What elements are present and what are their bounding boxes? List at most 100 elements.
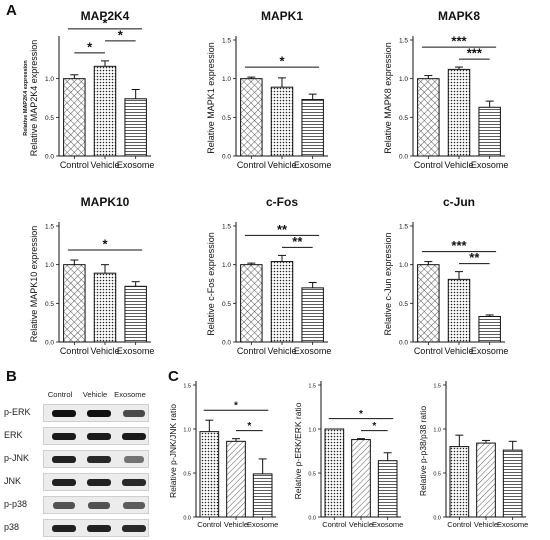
significance-label: ** xyxy=(292,234,303,249)
significance-label: * xyxy=(234,401,238,412)
y-tick-label: 1.5 xyxy=(308,384,316,390)
x-tick-label: Control xyxy=(414,160,443,170)
y-tick-label: 0.5 xyxy=(399,115,408,122)
significance-label: ** xyxy=(469,250,480,265)
x-tick-label: Vehicle xyxy=(444,160,473,170)
y-tick-label: 1.0 xyxy=(222,76,231,83)
significance-label: *** xyxy=(467,46,483,61)
chart-title: c-Fos xyxy=(266,195,298,209)
y-tick-label: 1.0 xyxy=(45,262,54,269)
panel-letter-a: A xyxy=(6,2,17,19)
y-tick-label: 0.0 xyxy=(183,516,191,522)
significance-label: * xyxy=(247,421,251,432)
y-tick-label: 1.0 xyxy=(45,76,54,83)
bar xyxy=(240,264,263,343)
bar xyxy=(478,315,501,343)
x-tick-label: Vehicle xyxy=(90,160,119,170)
y-tick-label: 1.5 xyxy=(399,224,408,231)
y-tick-label: 1.5 xyxy=(45,224,54,231)
y-axis-label: Relative c-Fos expression xyxy=(206,232,216,336)
x-tick-label: Exosome xyxy=(471,346,509,356)
y-tick-label: 0.5 xyxy=(399,301,408,308)
panel-letter-b: B xyxy=(6,368,17,385)
y-tick-label: 0.5 xyxy=(222,301,231,308)
x-tick-label: Control xyxy=(447,520,472,529)
chart-title: c-Jun xyxy=(443,195,475,209)
x-tick-label: Control xyxy=(322,520,347,529)
bar xyxy=(447,278,471,343)
x-tick-label: Vehicle xyxy=(90,346,119,356)
y-tick-label: 0.5 xyxy=(222,115,231,122)
significance-label: * xyxy=(359,409,363,420)
bar xyxy=(270,261,294,343)
bar xyxy=(449,446,470,518)
y-tick-label: 0.0 xyxy=(45,340,54,347)
y-tick-label: 1.5 xyxy=(222,38,231,45)
x-tick-label: Exosome xyxy=(471,160,509,170)
bar xyxy=(252,473,273,518)
y-tick-label: 0.5 xyxy=(308,472,316,478)
bar xyxy=(417,78,440,157)
bar xyxy=(476,442,496,518)
y-axis-label: Relative MAPK8 expression xyxy=(383,42,393,154)
significance-label: * xyxy=(372,421,376,432)
bar xyxy=(502,449,523,518)
bar xyxy=(478,106,501,157)
y-axis-label: Relative p-JNK/JNK ratio xyxy=(168,404,178,498)
bar xyxy=(377,460,398,518)
y-tick-label: 0.0 xyxy=(222,154,231,161)
y-tick-label: 0.0 xyxy=(399,340,408,347)
x-tick-label: Control xyxy=(237,346,266,356)
bar xyxy=(63,78,86,157)
significance-label: * xyxy=(118,27,124,42)
y-tick-label: 0.5 xyxy=(183,472,191,478)
bar xyxy=(124,98,147,157)
x-tick-label: Vehicle xyxy=(474,520,498,529)
bar xyxy=(324,428,345,518)
x-tick-label: Exosome xyxy=(497,520,528,529)
x-tick-label: Exosome xyxy=(247,520,278,529)
y-axis-label: Relative p-ERK/ERK ratio xyxy=(293,402,303,499)
x-tick-label: Exosome xyxy=(372,520,403,529)
y-tick-label: 1.0 xyxy=(183,428,191,434)
y-tick-label: 0.0 xyxy=(433,516,441,522)
significance-label: * xyxy=(279,54,285,69)
significance-label: * xyxy=(87,39,93,54)
y-tick-label: 0.0 xyxy=(222,340,231,347)
y-tick-label: 0.0 xyxy=(308,516,316,522)
y-tick-label: 1.0 xyxy=(308,428,316,434)
significance-label: * xyxy=(102,237,108,252)
y-tick-label: 1.5 xyxy=(433,384,441,390)
significance-label: ** xyxy=(277,222,288,237)
y-axis-label: Relative c-Jun expression xyxy=(383,232,393,335)
x-tick-label: Exosome xyxy=(117,346,155,356)
x-tick-label: Control xyxy=(60,346,89,356)
bar xyxy=(351,439,371,518)
y-tick-label: 1.5 xyxy=(183,384,191,390)
y-axis-label: Relative MAP2K4 expression xyxy=(29,40,39,157)
bar xyxy=(124,285,147,343)
y-tick-label: 0.5 xyxy=(45,115,54,122)
x-tick-label: Vehicle xyxy=(349,520,373,529)
x-tick-label: Vehicle xyxy=(444,346,473,356)
bar xyxy=(226,440,246,518)
x-tick-label: Vehicle xyxy=(267,160,296,170)
bar xyxy=(93,272,117,343)
x-tick-label: Exosome xyxy=(294,160,332,170)
bar xyxy=(301,99,324,157)
chart-title: MAPK8 xyxy=(438,9,480,23)
panel-letter-c: C xyxy=(168,368,179,385)
bar xyxy=(199,431,220,518)
bar xyxy=(447,68,471,157)
chart-title: MAPK1 xyxy=(261,9,303,23)
y-tick-label: 0.5 xyxy=(433,472,441,478)
y-tick-label: 0.5 xyxy=(45,301,54,308)
y-tick-label: 1.0 xyxy=(399,76,408,83)
x-tick-label: Control xyxy=(60,160,89,170)
bar xyxy=(417,264,440,343)
x-tick-label: Control xyxy=(414,346,443,356)
y-axis-label: Relative MAPK1 expression xyxy=(206,42,216,154)
x-tick-label: Exosome xyxy=(117,160,155,170)
bar xyxy=(270,86,294,157)
bar xyxy=(240,78,263,157)
